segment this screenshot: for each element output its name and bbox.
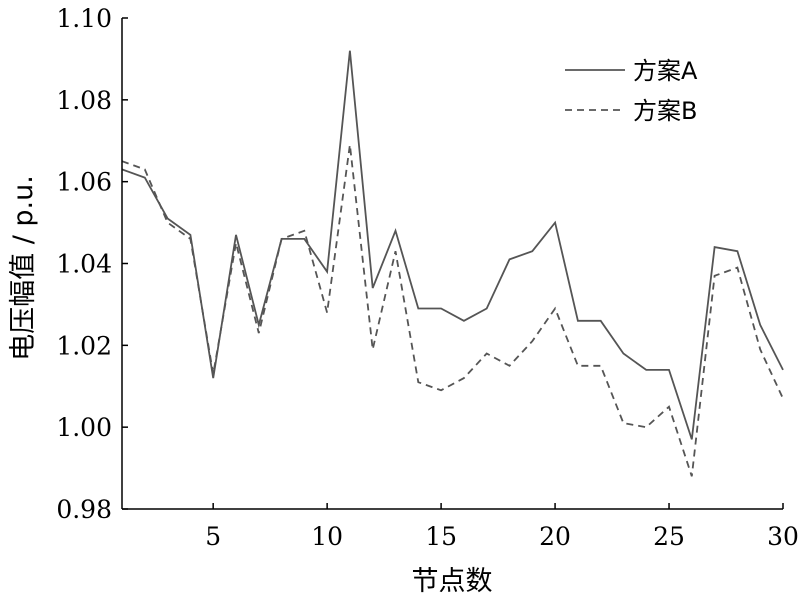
axes: 0.98 1.00 1.02 1.04 1.06 1.08 1.10 5 10 15 20 25 30	[56, 4, 799, 551]
y-tick-label: 1.02	[56, 331, 112, 360]
legend: 方案A 方案B	[565, 57, 698, 125]
y-tick-label: 1.00	[56, 413, 112, 442]
x-tick-label: 20	[539, 522, 571, 551]
legend-label-b: 方案B	[633, 97, 697, 125]
y-tick-label: 1.06	[56, 168, 112, 197]
x-tick-label: 5	[205, 522, 221, 551]
x-tick-label: 25	[653, 522, 685, 551]
y-axis-title: 电压幅值 / p.u.	[8, 175, 39, 361]
x-tick-label: 15	[425, 522, 457, 551]
legend-label-a: 方案A	[633, 57, 698, 85]
x-tick-label: 30	[767, 522, 799, 551]
y-tick-label: 1.10	[56, 4, 112, 33]
y-tick-label: 0.98	[56, 495, 112, 524]
y-tick-label: 1.08	[56, 86, 112, 115]
series-line-b	[122, 145, 783, 477]
x-tick-label: 10	[311, 522, 343, 551]
x-axis-title: 节点数	[412, 566, 493, 597]
y-tick-label: 1.04	[56, 250, 112, 279]
